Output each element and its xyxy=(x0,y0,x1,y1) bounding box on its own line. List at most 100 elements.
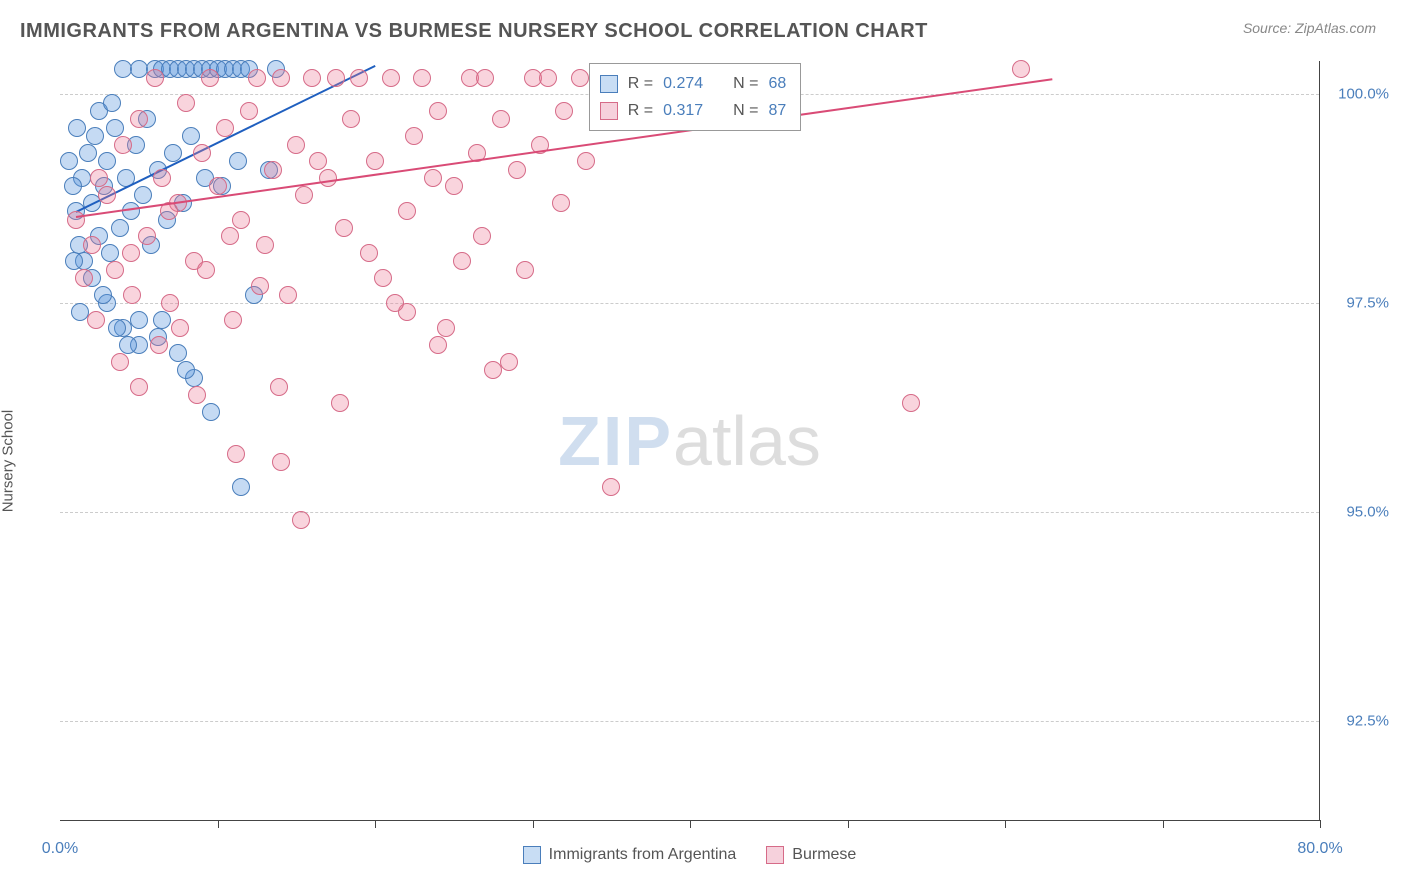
watermark: ZIPatlas xyxy=(558,401,821,481)
legend-label: Immigrants from Argentina xyxy=(549,846,737,864)
chart-header: IMMIGRANTS FROM ARGENTINA VS BURMESE NUR… xyxy=(0,0,1406,51)
chart-title: IMMIGRANTS FROM ARGENTINA VS BURMESE NUR… xyxy=(20,20,928,43)
data-point xyxy=(193,144,211,162)
data-point xyxy=(65,252,83,270)
data-point xyxy=(366,152,384,170)
gridline xyxy=(60,303,1319,304)
stat-r-label: R = xyxy=(628,97,653,124)
stat-r-label: R = xyxy=(628,70,653,97)
data-point xyxy=(1012,60,1030,78)
data-point xyxy=(87,311,105,329)
data-point xyxy=(484,361,502,379)
data-point xyxy=(386,294,404,312)
data-point xyxy=(171,319,189,337)
y-tick-label: 92.5% xyxy=(1329,712,1389,729)
gridline xyxy=(60,512,1319,513)
data-point xyxy=(64,177,82,195)
data-point xyxy=(476,69,494,87)
data-point xyxy=(209,177,227,195)
data-point xyxy=(111,219,129,237)
x-tick xyxy=(848,820,849,828)
data-point xyxy=(374,269,392,287)
stat-r-value: 0.317 xyxy=(663,97,703,124)
data-point xyxy=(270,378,288,396)
data-point xyxy=(295,186,313,204)
data-point xyxy=(153,311,171,329)
legend-swatch xyxy=(766,846,784,864)
data-point xyxy=(182,127,200,145)
data-point xyxy=(106,261,124,279)
x-tick xyxy=(1163,820,1164,828)
data-point xyxy=(272,453,290,471)
data-point xyxy=(327,69,345,87)
x-tick xyxy=(218,820,219,828)
data-point xyxy=(123,286,141,304)
data-point xyxy=(577,152,595,170)
data-point xyxy=(134,186,152,204)
data-point xyxy=(331,394,349,412)
data-point xyxy=(413,69,431,87)
data-point xyxy=(83,236,101,254)
legend-swatch xyxy=(600,102,618,120)
data-point xyxy=(360,244,378,262)
data-point xyxy=(508,161,526,179)
data-point xyxy=(177,94,195,112)
data-point xyxy=(201,69,219,87)
data-point xyxy=(216,119,234,137)
y-tick-label: 95.0% xyxy=(1329,503,1389,520)
data-point xyxy=(279,286,297,304)
data-point xyxy=(429,336,447,354)
x-tick xyxy=(375,820,376,828)
data-point xyxy=(229,152,247,170)
data-point xyxy=(122,244,140,262)
stats-legend-row: R = 0.274 N = 68 xyxy=(600,70,787,97)
y-tick-label: 97.5% xyxy=(1329,295,1389,312)
legend-swatch xyxy=(600,75,618,93)
stats-legend: R = 0.274N = 68R = 0.317N = 87 xyxy=(589,63,802,131)
data-point xyxy=(453,252,471,270)
data-point xyxy=(287,136,305,154)
data-point xyxy=(264,161,282,179)
x-tick xyxy=(533,820,534,828)
data-point xyxy=(75,269,93,287)
data-point xyxy=(516,261,534,279)
data-point xyxy=(292,511,310,529)
data-point xyxy=(169,344,187,362)
y-axis-label: Nursery School xyxy=(0,410,17,513)
data-point xyxy=(429,102,447,120)
data-point xyxy=(119,336,137,354)
bottom-legend: Immigrants from Argentina Burmese xyxy=(60,846,1319,864)
stat-n-value: 68 xyxy=(769,70,787,97)
data-point xyxy=(98,152,116,170)
y-tick-label: 100.0% xyxy=(1329,86,1389,103)
data-point xyxy=(177,361,195,379)
data-point xyxy=(197,261,215,279)
data-point xyxy=(232,478,250,496)
data-point xyxy=(98,186,116,204)
stats-legend-row: R = 0.317N = 87 xyxy=(600,97,787,124)
data-point xyxy=(130,378,148,396)
data-point xyxy=(188,386,206,404)
stat-n-label: N = xyxy=(733,97,758,124)
watermark-zip: ZIP xyxy=(558,402,673,480)
data-point xyxy=(350,69,368,87)
data-point xyxy=(130,311,148,329)
watermark-atlas: atlas xyxy=(673,402,821,480)
data-point xyxy=(437,319,455,337)
chart-region: Nursery School ZIPatlas 92.5%95.0%97.5%1… xyxy=(20,51,1380,871)
data-point xyxy=(473,227,491,245)
data-point xyxy=(232,211,250,229)
data-point xyxy=(539,69,557,87)
legend-item: Burmese xyxy=(766,846,856,864)
stat-r-value: 0.274 xyxy=(663,70,703,97)
stat-n-label: N = xyxy=(733,70,758,97)
data-point xyxy=(555,102,573,120)
data-point xyxy=(500,353,518,371)
chart-source: Source: ZipAtlas.com xyxy=(1243,20,1376,36)
x-tick xyxy=(690,820,691,828)
data-point xyxy=(146,69,164,87)
data-point xyxy=(251,277,269,295)
data-point xyxy=(108,319,126,337)
data-point xyxy=(602,478,620,496)
data-point xyxy=(150,336,168,354)
